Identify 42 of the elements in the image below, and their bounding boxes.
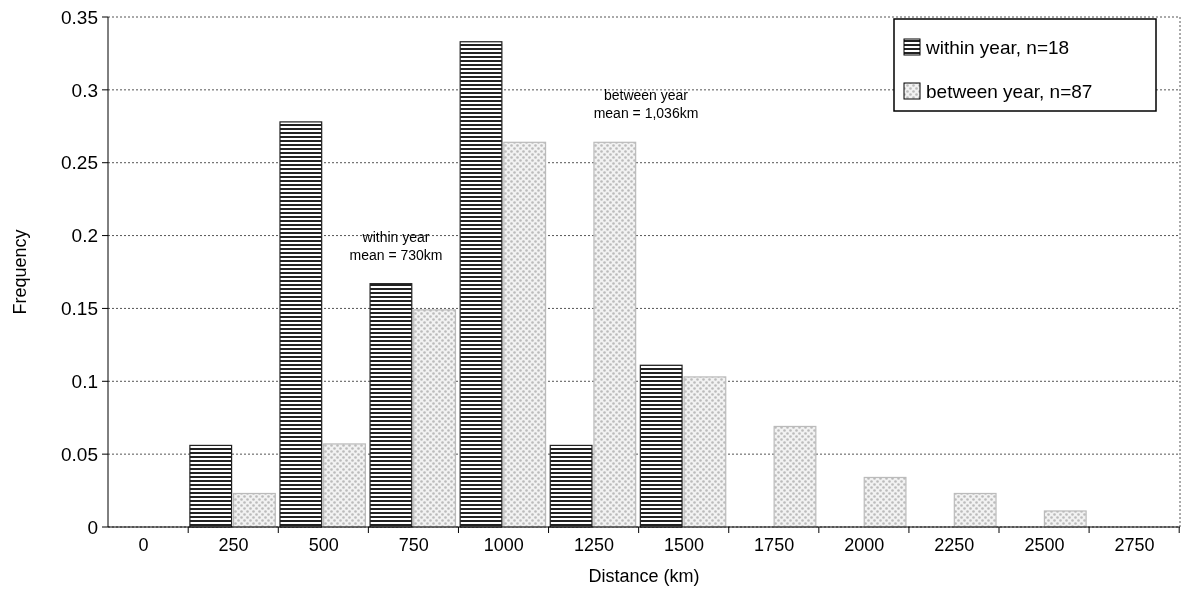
bar	[593, 141, 637, 528]
x-tick-label: 2250	[934, 535, 975, 555]
y-tick-label: 0.35	[61, 6, 98, 28]
x-axis-title: Distance (km)	[588, 566, 700, 586]
legend-label: within year, n=18	[925, 36, 1070, 58]
bar	[683, 376, 727, 528]
x-tick-label: 2750	[1114, 535, 1155, 555]
bar	[369, 283, 413, 528]
bar	[773, 425, 817, 528]
x-tick-label: 1750	[754, 535, 795, 555]
x-tick-label: 250	[218, 535, 249, 555]
bar	[953, 492, 997, 528]
x-tick-label: 2000	[844, 535, 885, 555]
y-tick-label: 0.2	[71, 225, 98, 247]
bar	[503, 141, 547, 528]
annotation: between year mean = 1,036km	[593, 87, 699, 121]
x-tick-label: 2500	[1024, 535, 1065, 555]
x-tick-label: 500	[308, 535, 339, 555]
bar	[1043, 510, 1087, 528]
x-tick-label: 1500	[664, 535, 705, 555]
y-tick-label: 0.05	[61, 443, 98, 465]
y-axis-title: Frequency	[10, 229, 30, 315]
y-tick-label: 0.25	[61, 152, 98, 174]
x-tick-label: 750	[398, 535, 429, 555]
bar	[639, 364, 683, 528]
annotation: within year mean = 730km	[349, 229, 443, 263]
y-tick-label: 0.1	[71, 370, 98, 392]
bar	[189, 444, 233, 528]
legend-label: between year, n=87	[926, 80, 1093, 102]
bar	[323, 443, 366, 528]
bar	[549, 444, 593, 528]
y-tick-label: 0	[87, 516, 98, 538]
x-tick-label: 1000	[483, 535, 524, 555]
bar	[863, 476, 907, 528]
y-tick-label: 0.3	[71, 79, 98, 101]
bar	[413, 309, 457, 528]
x-tick-label: 0	[138, 535, 149, 555]
bar	[279, 121, 323, 528]
bar	[232, 492, 276, 528]
y-tick-label: 0.15	[61, 298, 98, 320]
bar	[459, 41, 503, 528]
x-tick-label: 1250	[573, 535, 614, 555]
